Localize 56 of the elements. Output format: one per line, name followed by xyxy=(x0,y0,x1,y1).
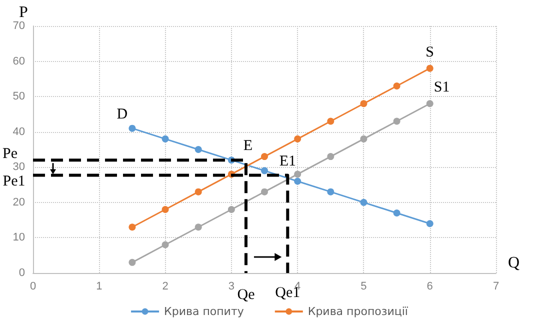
y-axis-title: P xyxy=(19,4,28,22)
point xyxy=(393,118,400,125)
point xyxy=(194,224,202,231)
point xyxy=(360,198,368,206)
y-tick-label: 70 xyxy=(12,20,25,32)
point xyxy=(162,241,169,248)
annotation: E xyxy=(243,138,253,154)
x-tick-label: 0 xyxy=(30,280,36,292)
x-tick-label: 2 xyxy=(162,280,168,292)
point xyxy=(128,258,136,266)
annotation: E1 xyxy=(279,153,296,170)
annotation: S1 xyxy=(434,80,450,96)
point xyxy=(162,206,169,213)
point xyxy=(327,188,334,196)
x-tick-label: 7 xyxy=(492,280,500,292)
point xyxy=(261,188,268,196)
point xyxy=(426,64,434,72)
x-tick-label: 6 xyxy=(426,280,433,292)
point xyxy=(194,146,202,153)
y-tick-label: 40 xyxy=(12,126,25,138)
point xyxy=(261,167,268,174)
y-tick-label: 50 xyxy=(12,90,25,103)
x-tick-label: 1 xyxy=(96,280,102,292)
x-tick-label: 5 xyxy=(360,280,367,292)
annotation: S xyxy=(426,44,434,60)
y-tick-label: 10 xyxy=(12,232,25,244)
point xyxy=(426,100,434,108)
text: Pe xyxy=(2,146,18,162)
point xyxy=(194,188,202,196)
legend-label: Крива пропозиції xyxy=(308,305,409,318)
y-tick-label: 0 xyxy=(18,267,25,279)
point xyxy=(261,153,268,160)
point xyxy=(393,210,400,217)
y-tick-label: 60 xyxy=(12,55,25,68)
y-tick-label: 30 xyxy=(12,161,25,174)
point xyxy=(426,220,434,228)
point xyxy=(162,135,169,142)
x-tick-label: 4 xyxy=(294,280,301,292)
point xyxy=(128,224,136,231)
y-tick-label: 20 xyxy=(12,196,25,208)
point xyxy=(294,170,302,178)
point xyxy=(327,153,334,160)
point xyxy=(360,100,368,108)
text: Pe1 xyxy=(2,173,26,190)
point xyxy=(294,178,302,185)
x-axis-title: Q xyxy=(508,254,520,272)
text: Qe xyxy=(237,287,256,303)
point xyxy=(128,124,136,132)
point xyxy=(393,82,400,90)
legend-label: Крива попиту xyxy=(164,305,244,318)
point xyxy=(327,118,334,125)
point xyxy=(294,135,302,142)
point xyxy=(360,135,368,142)
x-tick-label: 3 xyxy=(228,280,234,292)
annotation: D xyxy=(116,106,128,122)
point xyxy=(228,206,235,213)
